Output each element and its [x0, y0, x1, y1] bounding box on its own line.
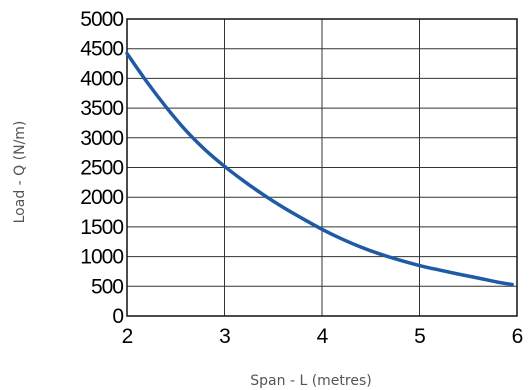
x-axis-label: Span - L (metres) [250, 373, 371, 389]
grid [126, 18, 518, 317]
y-tick-label: 500 [91, 275, 123, 298]
x-tick-labels: 2 3 4 5 6 [122, 325, 524, 348]
y-tick-label: 5000 [80, 8, 123, 31]
x-tick-label: 4 [317, 325, 329, 348]
y-tick-labels: 0 500 1000 1500 2000 2500 3000 3500 4000 4500 5000 [80, 8, 124, 328]
y-axis-label: Load - Q (N/m) [12, 121, 28, 224]
plot-frame [126, 18, 518, 317]
x-tick-label: 5 [414, 325, 425, 348]
y-tick-label: 3500 [80, 97, 123, 120]
y-tick-label: 1500 [80, 216, 123, 239]
x-tick-label: 6 [512, 325, 523, 348]
y-tick-label: 1000 [80, 246, 123, 269]
y-tick-label: 2500 [80, 157, 123, 180]
y-tick-label: 4500 [80, 38, 123, 61]
y-tick-label: 2000 [80, 186, 123, 209]
y-tick-label: 4000 [80, 67, 123, 90]
series-line [125, 51, 514, 287]
x-tick-label: 3 [219, 325, 230, 348]
x-tick-label: 2 [122, 325, 133, 348]
y-tick-label: 3000 [80, 127, 123, 150]
y-tick-label: 0 [112, 305, 123, 328]
